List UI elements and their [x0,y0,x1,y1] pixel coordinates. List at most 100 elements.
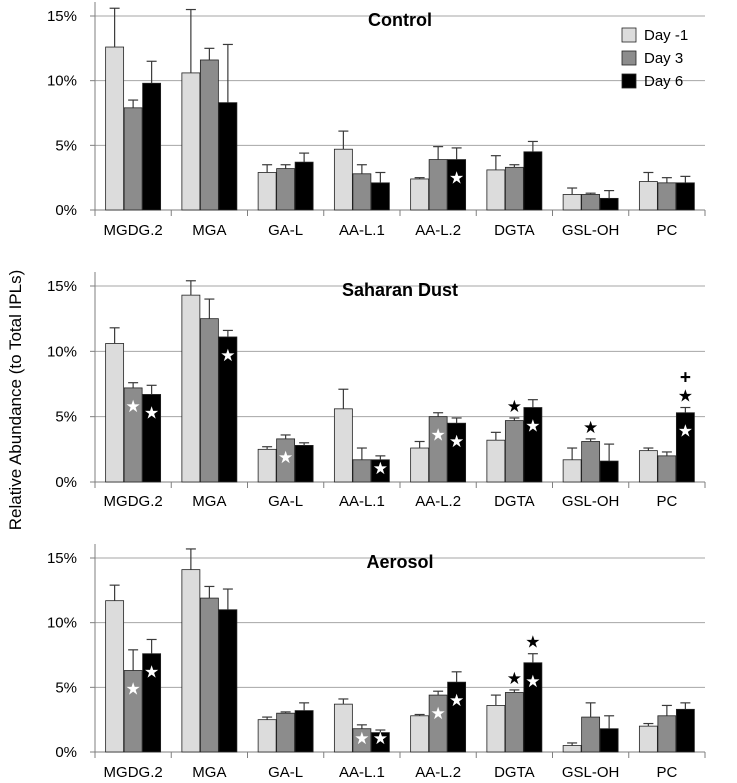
panel1-category-label: MGDG.2 [104,222,163,239]
panel3-bar-pc-dayminus1 [638,725,658,753]
panel2-significance-star-white: ★ [678,422,693,441]
panel1-significance-star-white: ★ [449,169,464,188]
panel3-bar-dgta-day3 [504,692,524,753]
panel1-bar-ga-l-day6 [294,161,314,211]
panel2-category-label: GSL-OH [562,493,620,510]
panel1-title: Control [368,10,432,30]
panel3-category-label: AA-L.2 [415,764,461,781]
panel2-significance-star-white: ★ [278,448,293,467]
panel3-category-label: DGTA [494,764,535,781]
panel2-bar-ga-l-dayminus1 [257,448,277,483]
panel1-ytick-label: 10% [47,73,77,90]
panel2-significance-star-white: ★ [431,426,446,445]
panel1-bar-mga-dayminus1 [181,72,201,211]
panel3-bar-mgdg-2-dayminus1 [105,600,125,753]
panel2-category-label: AA-L.2 [415,493,461,510]
panel1-bar-mgdg-2-day6 [142,82,162,211]
panel3-ytick-label: 10% [47,615,77,632]
panel3-bar-aa-l-2-dayminus1 [410,715,430,753]
panel2-significance-star: ★ [507,397,522,416]
panel1-category-label: MGA [192,222,226,239]
panel3-category-label: AA-L.1 [339,764,385,781]
panel1-bar-ga-l-day3 [276,168,296,211]
panel3-significance-star-white: ★ [354,729,369,748]
panel3-bar-mga-day6 [218,609,238,753]
panel1-bar-mga-day3 [199,59,219,211]
panel3-ytick-label: 0% [55,744,77,761]
legend-swatch-day3 [621,50,637,66]
panel2-category-label: GA-L [268,493,303,510]
panel1-bar-mgdg-2-day3 [123,107,143,211]
panel3-significance-star-white: ★ [126,680,141,699]
panel2-bar-ga-l-day6 [294,445,314,483]
panel3-ytick-label: 15% [47,550,77,567]
panel1-bar-dgta-day3 [504,166,524,211]
legend-label-dayminus1: Day -1 [644,27,688,44]
panel2-significance-star-white: ★ [525,417,540,436]
panel3-significance-star-white: ★ [525,672,540,691]
panel1-bar-aa-l-1-day3 [352,173,372,211]
panel1-bar-gsl-oh-day6 [599,197,619,211]
panel2-ytick-label: 5% [55,409,77,426]
panel2-category-label: PC [656,493,677,510]
panel3-bar-ga-l-day3 [276,712,296,753]
panel1-bar-pc-day6 [675,182,695,211]
panel2-bar-gsl-oh-dayminus1 [562,459,582,483]
panel2-significance-star-white: ★ [449,432,464,451]
panel1-bar-pc-day3 [657,182,677,211]
panel2-category-label: AA-L.1 [339,493,385,510]
panel3-bar-gsl-oh-day6 [599,728,619,753]
panel1-ytick-label: 5% [55,137,77,154]
panel2-significance-star-white: ★ [144,403,159,422]
panel2-category-label: DGTA [494,493,535,510]
panel3-category-label: PC [656,764,677,781]
panel3-bar-gsl-oh-dayminus1 [562,745,582,753]
panel1-ytick-label: 15% [47,8,77,25]
panel1-bar-dgta-dayminus1 [486,169,506,211]
panel3-significance-star-white: ★ [431,704,446,723]
panel3-significance-star-white: ★ [373,729,388,748]
panel3-significance-star: ★ [525,633,540,652]
panel2-significance-star: ★ [678,387,693,406]
panel1-bar-aa-l-1-dayminus1 [333,148,353,211]
panel3-category-label: MGDG.2 [104,764,163,781]
panel3-title: Aerosol [366,552,433,572]
panel3-significance-star: ★ [507,669,522,688]
panel1-bar-gsl-oh-day3 [581,194,601,211]
panel1-category-label: DGTA [494,222,535,239]
panel2-ytick-label: 15% [47,278,77,295]
panel1-category-label: GA-L [268,222,303,239]
panel2-title: Saharan Dust [342,280,458,300]
legend-label-day6: Day 6 [644,73,683,90]
panel2-bar-pc-dayminus1 [638,450,658,483]
panel1-bar-gsl-oh-dayminus1 [562,194,582,211]
panel1-bar-aa-l-1-day6 [370,182,390,211]
panel2-category-label: MGA [192,493,226,510]
panel3-significance-star-white: ★ [449,691,464,710]
panel2-bar-mga-dayminus1 [181,294,201,483]
panel2-ytick-label: 10% [47,343,77,360]
panel2-significance-plus: + [680,368,691,389]
panel2-bar-aa-l-1-day3 [352,459,372,483]
panel3-bar-mga-day3 [199,597,219,753]
panel3-category-label: GA-L [268,764,303,781]
legend-swatch-dayminus1 [621,27,637,43]
panel2-bar-mga-day3 [199,318,219,483]
panel2-bar-gsl-oh-day3 [581,441,601,483]
panel1-category-label: PC [656,222,677,239]
panel2-ytick-label: 0% [55,474,77,491]
panel1-category-label: GSL-OH [562,222,620,239]
panel1-bar-mgdg-2-dayminus1 [105,46,125,211]
panel2-significance-star-white: ★ [220,346,235,365]
panel2-bar-aa-l-1-dayminus1 [333,408,353,483]
panel2-significance-star: ★ [583,418,598,437]
panel2-bar-aa-l-2-dayminus1 [410,447,430,483]
panel2-bar-dgta-dayminus1 [486,439,506,483]
panel3-bar-dgta-dayminus1 [486,705,506,753]
legend-swatch-day6 [621,73,637,89]
panel3-significance-star-white: ★ [144,663,159,682]
panel2-bar-pc-day3 [657,455,677,483]
legend-label-day3: Day 3 [644,50,683,67]
panel3-bar-mga-dayminus1 [181,569,201,753]
